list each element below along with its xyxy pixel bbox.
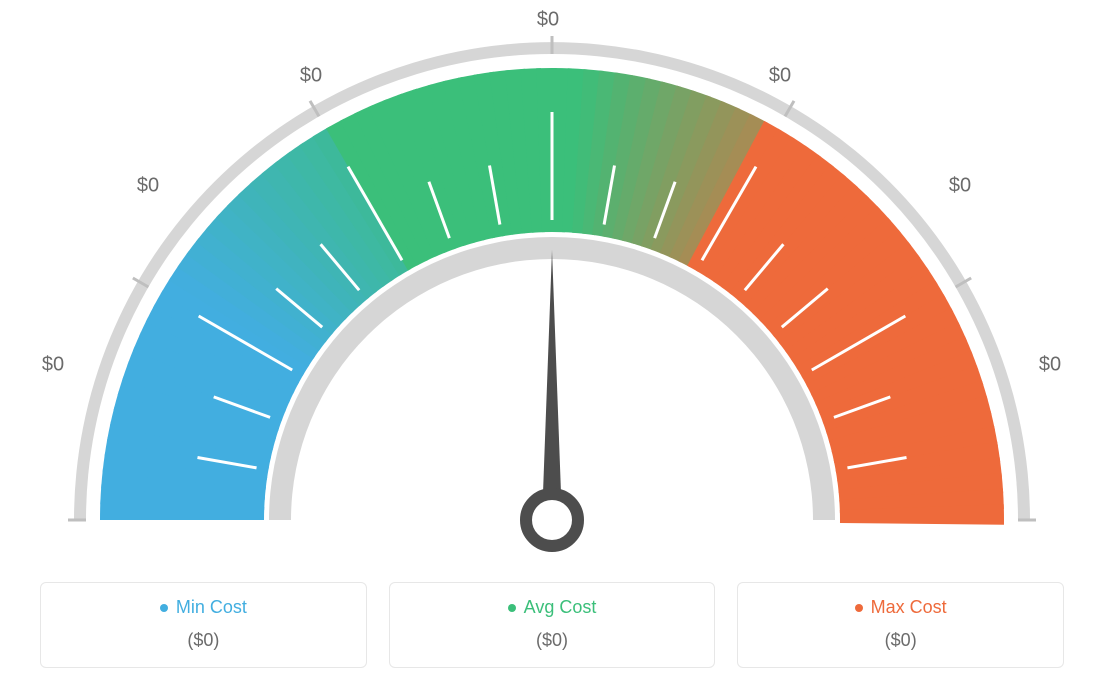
scale-label: $0 — [1039, 354, 1061, 377]
legend-card-min: Min Cost ($0) — [40, 582, 367, 668]
scale-label: $0 — [949, 175, 971, 198]
legend-card-avg: Avg Cost ($0) — [389, 582, 716, 668]
legend-label-max: Max Cost — [871, 597, 947, 618]
legend-dot-max — [855, 604, 863, 612]
cost-gauge-chart: $0 $0 $0 $0 $0 $0 $0 Min Cost ($0) Avg Cost ($… — [0, 0, 1104, 690]
scale-label: $0 — [137, 175, 159, 198]
legend-row: Min Cost ($0) Avg Cost ($0) Max Cost ($0… — [40, 582, 1064, 668]
legend-value-min: ($0) — [51, 630, 356, 651]
scale-label: $0 — [769, 65, 791, 88]
legend-value-avg: ($0) — [400, 630, 705, 651]
legend-dot-avg — [508, 604, 516, 612]
legend-dot-min — [160, 604, 168, 612]
gauge: $0 $0 $0 $0 $0 $0 $0 — [0, 0, 1104, 560]
scale-label: $0 — [42, 354, 64, 377]
scale-label: $0 — [300, 65, 322, 88]
legend-card-max: Max Cost ($0) — [737, 582, 1064, 668]
legend-label-avg: Avg Cost — [524, 597, 597, 618]
legend-value-max: ($0) — [748, 630, 1053, 651]
legend-label-min: Min Cost — [176, 597, 247, 618]
scale-label: $0 — [537, 9, 559, 32]
